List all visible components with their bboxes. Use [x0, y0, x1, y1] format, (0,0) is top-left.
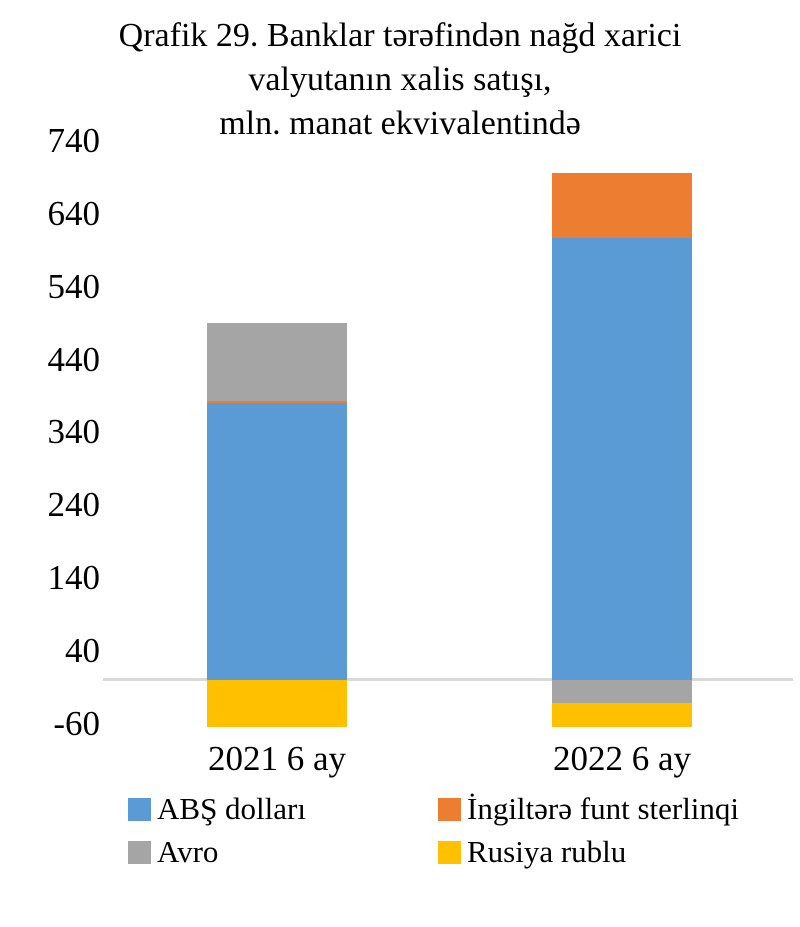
bar-segment-2021-6-ay-İngiltərə-funt-sterlinqi	[207, 401, 347, 404]
bar-segment-2022-6-ay-İngiltərə-funt-sterlinqi	[552, 173, 692, 238]
y-axis-tick-label: 440	[47, 339, 101, 379]
y-axis-tick-label: 640	[47, 193, 101, 233]
chart-title-line-1: Qrafik 29. Banklar tərəfindən nağd xaric…	[118, 17, 682, 54]
legend-swatch-icon	[438, 798, 461, 821]
legend-label: Avro	[157, 834, 219, 869]
bar-segment-2021-6-ay-Rusiya-rublu	[207, 680, 347, 728]
x-axis-category-label: 2021 6 ay	[207, 739, 347, 778]
y-axis-tick-label: -60	[53, 703, 100, 743]
legend-swatch-icon	[128, 798, 151, 821]
y-axis-tick-label: 340	[47, 412, 101, 452]
y-axis-tick-label: 40	[65, 630, 100, 670]
legend-swatch-icon	[438, 841, 461, 864]
bar-segment-2021-6-ay-ABŞ-dolları	[207, 403, 347, 680]
bar-segment-2022-6-ay-Avro	[552, 680, 692, 703]
y-axis-tick-label: 540	[47, 266, 101, 306]
plot-area: 740 640 540 440 340 240 140 40 -60 2021 6 ay 2022 …	[47, 120, 793, 778]
y-axis-tick-label: 240	[47, 485, 101, 525]
bar-segment-2022-6-ay-Rusiya-rublu	[552, 702, 692, 727]
legend-swatch-icon	[128, 841, 151, 864]
y-axis-tick-label: 140	[47, 558, 101, 598]
zero-axis-line	[103, 678, 793, 681]
legend-label: İngiltərə funt sterlinqi	[467, 791, 740, 826]
chart-title-line-2: valyutanın xalis satışı,	[248, 61, 552, 98]
legend-label: ABŞ dolları	[157, 791, 306, 826]
bar-segment-2022-6-ay-ABŞ-dolları	[552, 237, 692, 680]
chart-title-line-3: mln. manat ekvivalentində	[219, 105, 581, 142]
y-axis-tick-label: 740	[47, 120, 101, 160]
x-axis-category-label: 2022 6 ay	[552, 739, 692, 778]
legend-label: Rusiya rublu	[467, 834, 627, 869]
bar-segment-2021-6-ay-Avro	[207, 323, 347, 402]
chart-title: Qrafik 29. Banklar tərəfindən nağd xaric…	[0, 14, 800, 146]
